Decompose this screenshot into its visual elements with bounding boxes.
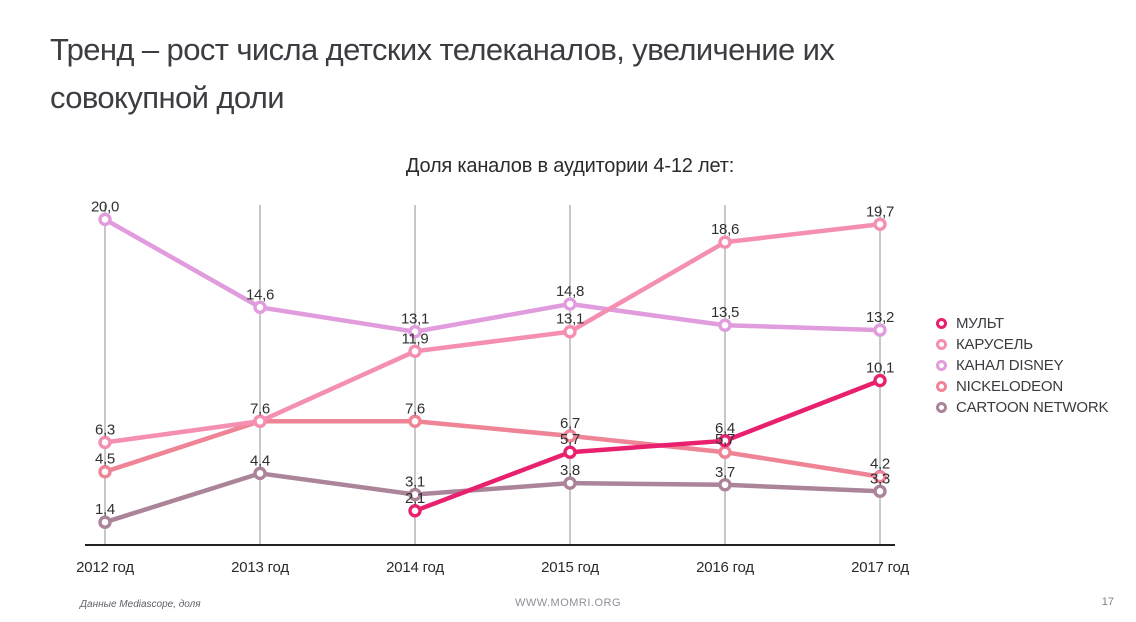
legend-ring-icon xyxy=(936,317,947,329)
line-chart: 2,1 5,7 6,4 10,1 6,3 7,6 11,9 13,1 18,6 19,7 20,0 1… xyxy=(0,180,930,580)
value-label-cartoon-network: 3,3 xyxy=(870,470,890,487)
page-number: 17 xyxy=(1101,596,1114,608)
value-label-мульт: 5,7 xyxy=(560,431,580,448)
data-point-карусель xyxy=(718,235,732,249)
data-point-cartoon-network xyxy=(98,515,112,529)
data-point-канал-disney xyxy=(98,212,112,227)
value-label-карусель: 18,6 xyxy=(711,221,739,238)
data-point-карусель xyxy=(98,435,112,450)
legend-label: КАНАЛ DISNEY xyxy=(956,356,1064,374)
data-point-канал-disney xyxy=(873,323,887,337)
x-tick-label-2017-год: 2017 год xyxy=(851,559,909,576)
slide-title: Тренд – рост числа детских телеканалов, … xyxy=(50,32,835,115)
x-tick-label-2016-год: 2016 год xyxy=(696,559,754,576)
data-point-карусель xyxy=(408,344,422,358)
value-label-cartoon-network: 1,4 xyxy=(95,501,115,518)
value-label-cartoon-network: 3,1 xyxy=(405,474,425,491)
chart-legend: МУЛЬТ КАРУСЕЛЬ КАНАЛ DISNEY NICKELODEON CART… xyxy=(936,314,1109,416)
data-point-мульт xyxy=(718,434,732,448)
share-trend-chart-svg: 2,15,76,410,16,37,611,913,118,619,720,01… xyxy=(76,198,909,576)
data-point-карусель xyxy=(253,414,267,428)
data-point-канал-disney xyxy=(408,325,422,339)
value-label-карусель: 7,6 xyxy=(250,400,270,417)
legend-item-мульт: МУЛЬТ xyxy=(936,314,1108,332)
data-point-cartoon-network xyxy=(408,487,422,502)
value-label-канал-disney: 13,2 xyxy=(866,309,894,326)
x-tick-label-2015-год: 2015 год xyxy=(541,559,599,576)
value-label-мульт: 6,4 xyxy=(715,420,735,437)
legend-item-cartoon-network: CARTOON NETWORK xyxy=(936,398,1109,416)
value-label-карусель: 6,3 xyxy=(95,421,115,438)
value-label-канал-disney: 13,1 xyxy=(401,311,429,328)
chart-title: Доля каналов в аудитории 4-12 лет: xyxy=(405,155,735,177)
data-point-мульт xyxy=(408,504,422,518)
data-point-cartoon-network xyxy=(253,466,267,481)
legend-label: КАРУСЕЛЬ xyxy=(956,335,1033,353)
value-label-cartoon-network: 4,4 xyxy=(250,452,270,469)
legend-item-канал-disney: КАНАЛ DISNEY xyxy=(936,356,1108,374)
series-line-nickelodeon xyxy=(104,419,881,479)
series-line-cartoon-network xyxy=(104,471,881,525)
legend-ring-icon xyxy=(936,338,947,350)
data-point-nickelodeon xyxy=(98,465,112,479)
value-label-карусель: 19,7 xyxy=(866,203,894,220)
value-label-nickelodeon: 7,6 xyxy=(405,400,425,417)
data-point-канал-disney xyxy=(718,318,732,332)
data-point-мульт xyxy=(873,373,887,388)
value-label-канал-disney: 14,6 xyxy=(246,286,274,303)
footer-website: WWW.MOMRI.ORG xyxy=(514,597,622,609)
value-label-nickelodeon: 6,7 xyxy=(560,415,580,432)
value-label-канал-disney: 13,5 xyxy=(711,304,739,321)
legend-label: CARTOON NETWORK xyxy=(956,398,1109,416)
legend-ring-icon xyxy=(936,359,947,371)
value-label-cartoon-network: 3,7 xyxy=(715,464,735,481)
x-tick-label-2012-год: 2012 год xyxy=(76,559,134,576)
series-line-мульт xyxy=(414,378,881,513)
value-label-nickelodeon: 4,2 xyxy=(870,456,890,473)
value-label-канал-disney: 14,8 xyxy=(556,283,584,300)
value-label-nickelodeon: 4,5 xyxy=(95,451,115,468)
value-label-карусель: 11,9 xyxy=(402,330,429,347)
legend-item-nickelodeon: NICKELODEON xyxy=(936,377,1108,395)
value-label-канал-disney: 20,0 xyxy=(91,198,119,215)
data-point-канал-disney xyxy=(253,300,267,315)
x-tick-label-2014-год: 2014 год xyxy=(386,559,444,576)
legend-ring-icon xyxy=(936,380,947,392)
data-point-мульт xyxy=(563,445,577,459)
legend-ring-icon xyxy=(936,401,947,413)
data-point-nickelodeon xyxy=(718,445,732,459)
value-label-nickelodeon: 5,7 xyxy=(715,431,735,448)
footer-source-note: Данные Mediascope, доля xyxy=(80,599,201,610)
value-label-cartoon-network: 3,8 xyxy=(560,462,580,479)
value-label-карусель: 13,1 xyxy=(556,311,584,328)
data-point-nickelodeon xyxy=(408,414,422,428)
series-line-канал-disney xyxy=(103,217,881,335)
series-line-карусель xyxy=(104,222,881,445)
legend-label: МУЛЬТ xyxy=(956,314,1004,332)
data-point-nickelodeon xyxy=(563,429,577,443)
legend-label: NICKELODEON xyxy=(956,377,1063,395)
legend-item-карусель: КАРУСЕЛЬ xyxy=(936,335,1108,353)
data-point-nickelodeon xyxy=(873,469,887,484)
data-point-канал-disney xyxy=(563,297,577,311)
data-point-cartoon-network xyxy=(563,476,577,490)
data-point-карусель xyxy=(563,325,577,339)
data-point-карусель xyxy=(873,217,887,231)
x-tick-label-2013-год: 2013 год xyxy=(231,559,289,576)
data-point-cartoon-network xyxy=(718,478,732,492)
value-label-мульт: 10,1 xyxy=(866,360,894,377)
data-point-cartoon-network xyxy=(873,484,887,498)
value-label-мульт: 2,1 xyxy=(405,490,425,507)
